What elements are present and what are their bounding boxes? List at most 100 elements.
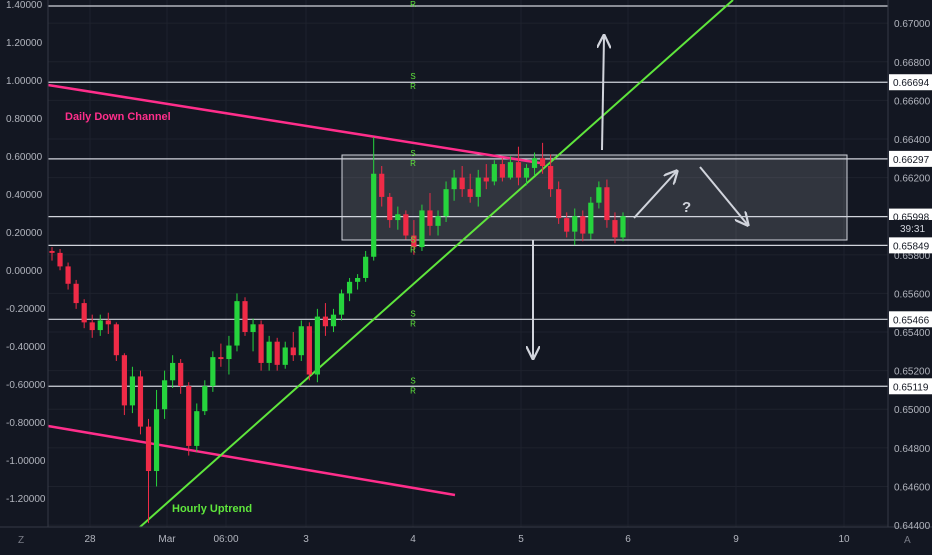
candle-body (89, 322, 95, 331)
sr-tags: SRSRSRSRSRSR (410, 0, 416, 395)
price-label: 0.65849 (893, 241, 930, 252)
candle-body (459, 177, 465, 190)
x-tick-label: 10 (838, 534, 850, 545)
right-tick-label: 0.67000 (894, 19, 931, 30)
x-tick-label: 4 (410, 534, 416, 545)
left-axis-ticks: 1.40000 1.20000 1.00000 0.80000 0.60000 0.400… (6, 0, 46, 505)
sr-tag-r: R (410, 159, 416, 168)
candle-body (371, 173, 377, 257)
price-label-box (889, 74, 932, 91)
candle-body (515, 162, 522, 178)
timezone-icon[interactable]: Z (18, 535, 24, 546)
candle-body (564, 218, 570, 232)
left-tick-label: -1.00000 (6, 456, 46, 467)
candle-body (411, 235, 417, 248)
x-tick-label: 06:00 (213, 534, 238, 545)
sr-tag-s: S (410, 149, 415, 158)
breakout-up-arrow[interactable] (602, 37, 604, 151)
x-tick-label: 3 (303, 534, 309, 545)
candle-body (596, 187, 602, 203)
candle-body (387, 196, 393, 221)
right-tick-label: 0.64800 (894, 444, 931, 455)
consolidation-zone (341, 154, 848, 241)
sr-tag-r: R (410, 386, 416, 395)
x-tick-label: 5 (518, 534, 524, 545)
sr-tag-r: R (410, 82, 416, 91)
hourly-uptrend-line[interactable] (139, 0, 734, 528)
candle-body (379, 173, 385, 197)
auto-scale-icon[interactable]: A (904, 535, 911, 546)
grid (48, 0, 888, 527)
price-label: 0.66694 (893, 78, 930, 89)
candle-body (65, 266, 71, 284)
price-label-box (889, 311, 932, 328)
candle-body (491, 164, 497, 182)
candle-body (57, 252, 63, 267)
candle-body (475, 177, 481, 197)
candle-body (145, 426, 152, 472)
candle-body (531, 158, 538, 168)
sr-tag-s: S (410, 309, 415, 318)
x-tick-label: 9 (733, 534, 739, 545)
sr-tag-r: R (410, 0, 416, 9)
candle-body (620, 216, 626, 238)
bounce-up-arrow[interactable] (633, 172, 676, 219)
price-label: 0.65998 (893, 213, 930, 224)
right-axis-ticks: 0.670000.668000.666000.664000.662000.660… (894, 19, 931, 532)
candle-body (105, 320, 111, 325)
right-tick-label: 0.64600 (894, 482, 931, 493)
candle-body (507, 162, 514, 178)
left-tick-label: 0.00000 (6, 266, 43, 277)
candle-body (298, 326, 304, 356)
candle-body (194, 411, 200, 446)
sr-tag-r: R (410, 319, 416, 328)
right-tick-label: 0.66800 (894, 58, 931, 69)
right-tick-label: 0.66400 (894, 135, 931, 146)
candle-body (210, 357, 216, 387)
candle-body (355, 277, 361, 282)
left-tick-label: 1.00000 (6, 76, 43, 87)
left-tick-label: -0.80000 (6, 418, 46, 429)
candle-body (266, 341, 272, 363)
price-label: 0.66297 (893, 155, 930, 166)
price-label-box (889, 378, 932, 395)
price-label: 0.65466 (893, 315, 930, 326)
candle-body (539, 158, 546, 167)
right-tick-label: 0.65400 (894, 328, 931, 339)
candle-body (81, 303, 87, 323)
candle-body (556, 189, 562, 219)
candle-body (419, 210, 425, 248)
drop-down-arrow[interactable] (699, 166, 747, 224)
candle-body (170, 362, 176, 381)
left-tick-label: -0.20000 (6, 304, 46, 315)
right-tick-label: 0.65600 (894, 289, 931, 300)
candle-body (153, 409, 160, 472)
candle-body (588, 202, 594, 234)
candle-body (274, 341, 280, 365)
candle-body (73, 283, 79, 304)
candle-body (161, 380, 168, 410)
x-tick-label: Mar (158, 534, 176, 545)
daily-channel-lower-line[interactable] (47, 424, 456, 497)
sr-tag-s: S (410, 376, 415, 385)
candle-body (306, 326, 312, 375)
candle-body (612, 220, 618, 238)
candle-body (226, 345, 232, 360)
left-tick-label: 0.80000 (6, 114, 43, 125)
candle-body (258, 324, 264, 363)
candle-body (435, 216, 441, 226)
candle-body (403, 214, 409, 236)
left-axis-panel (0, 0, 48, 527)
candle-body (427, 210, 433, 226)
candle-body (250, 324, 256, 333)
candle-body (314, 316, 320, 375)
hourly-uptrend-label: Hourly Uptrend (172, 503, 252, 515)
right-tick-label: 0.66200 (894, 174, 931, 185)
left-tick-label: 0.40000 (6, 190, 43, 201)
price-label-box (889, 150, 932, 167)
sr-tag-r: R (410, 245, 416, 254)
countdown-box (889, 220, 932, 236)
daily-channel-upper-line[interactable] (47, 83, 541, 165)
